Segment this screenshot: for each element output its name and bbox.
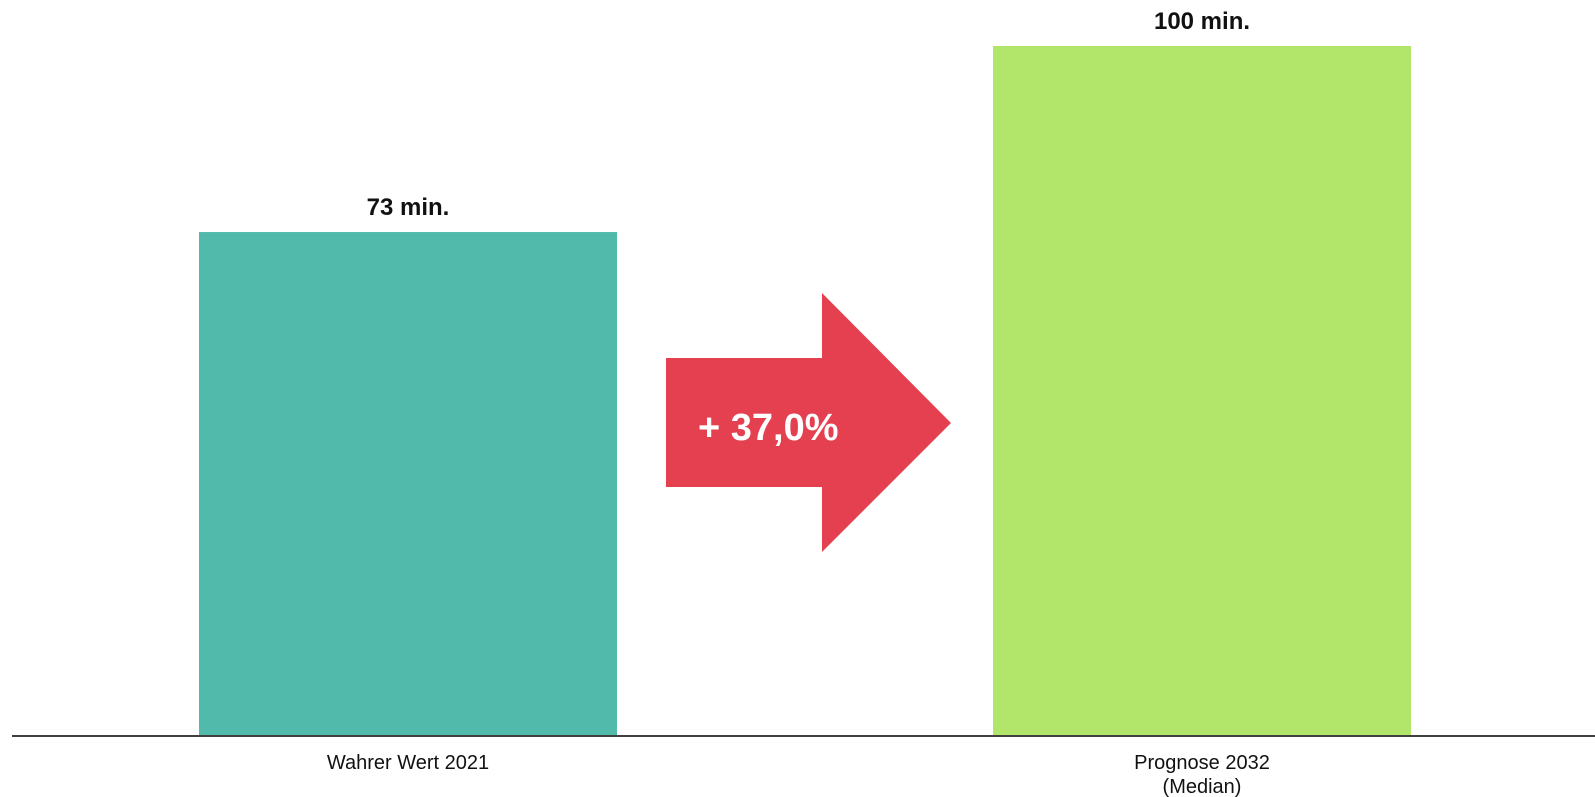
bar-1 <box>199 232 617 735</box>
bar-value-label-2: 100 min. <box>1154 8 1250 35</box>
bar-2 <box>993 46 1411 735</box>
labels-layer: 73 min. Wahrer Wert 2021 100 min. Prognose … <box>327 8 1270 797</box>
category-label-1: Wahrer Wert 2021 <box>327 752 489 774</box>
growth-percentage-label: + 37,0% <box>698 407 839 449</box>
bar-value-label-1: 73 min. <box>367 194 450 221</box>
growth-annotation: + 37,0% <box>666 293 951 552</box>
bars-layer <box>199 46 1411 735</box>
category-label-2: Prognose 2032 (Median) <box>1134 752 1270 797</box>
growth-arrow <box>666 293 951 552</box>
